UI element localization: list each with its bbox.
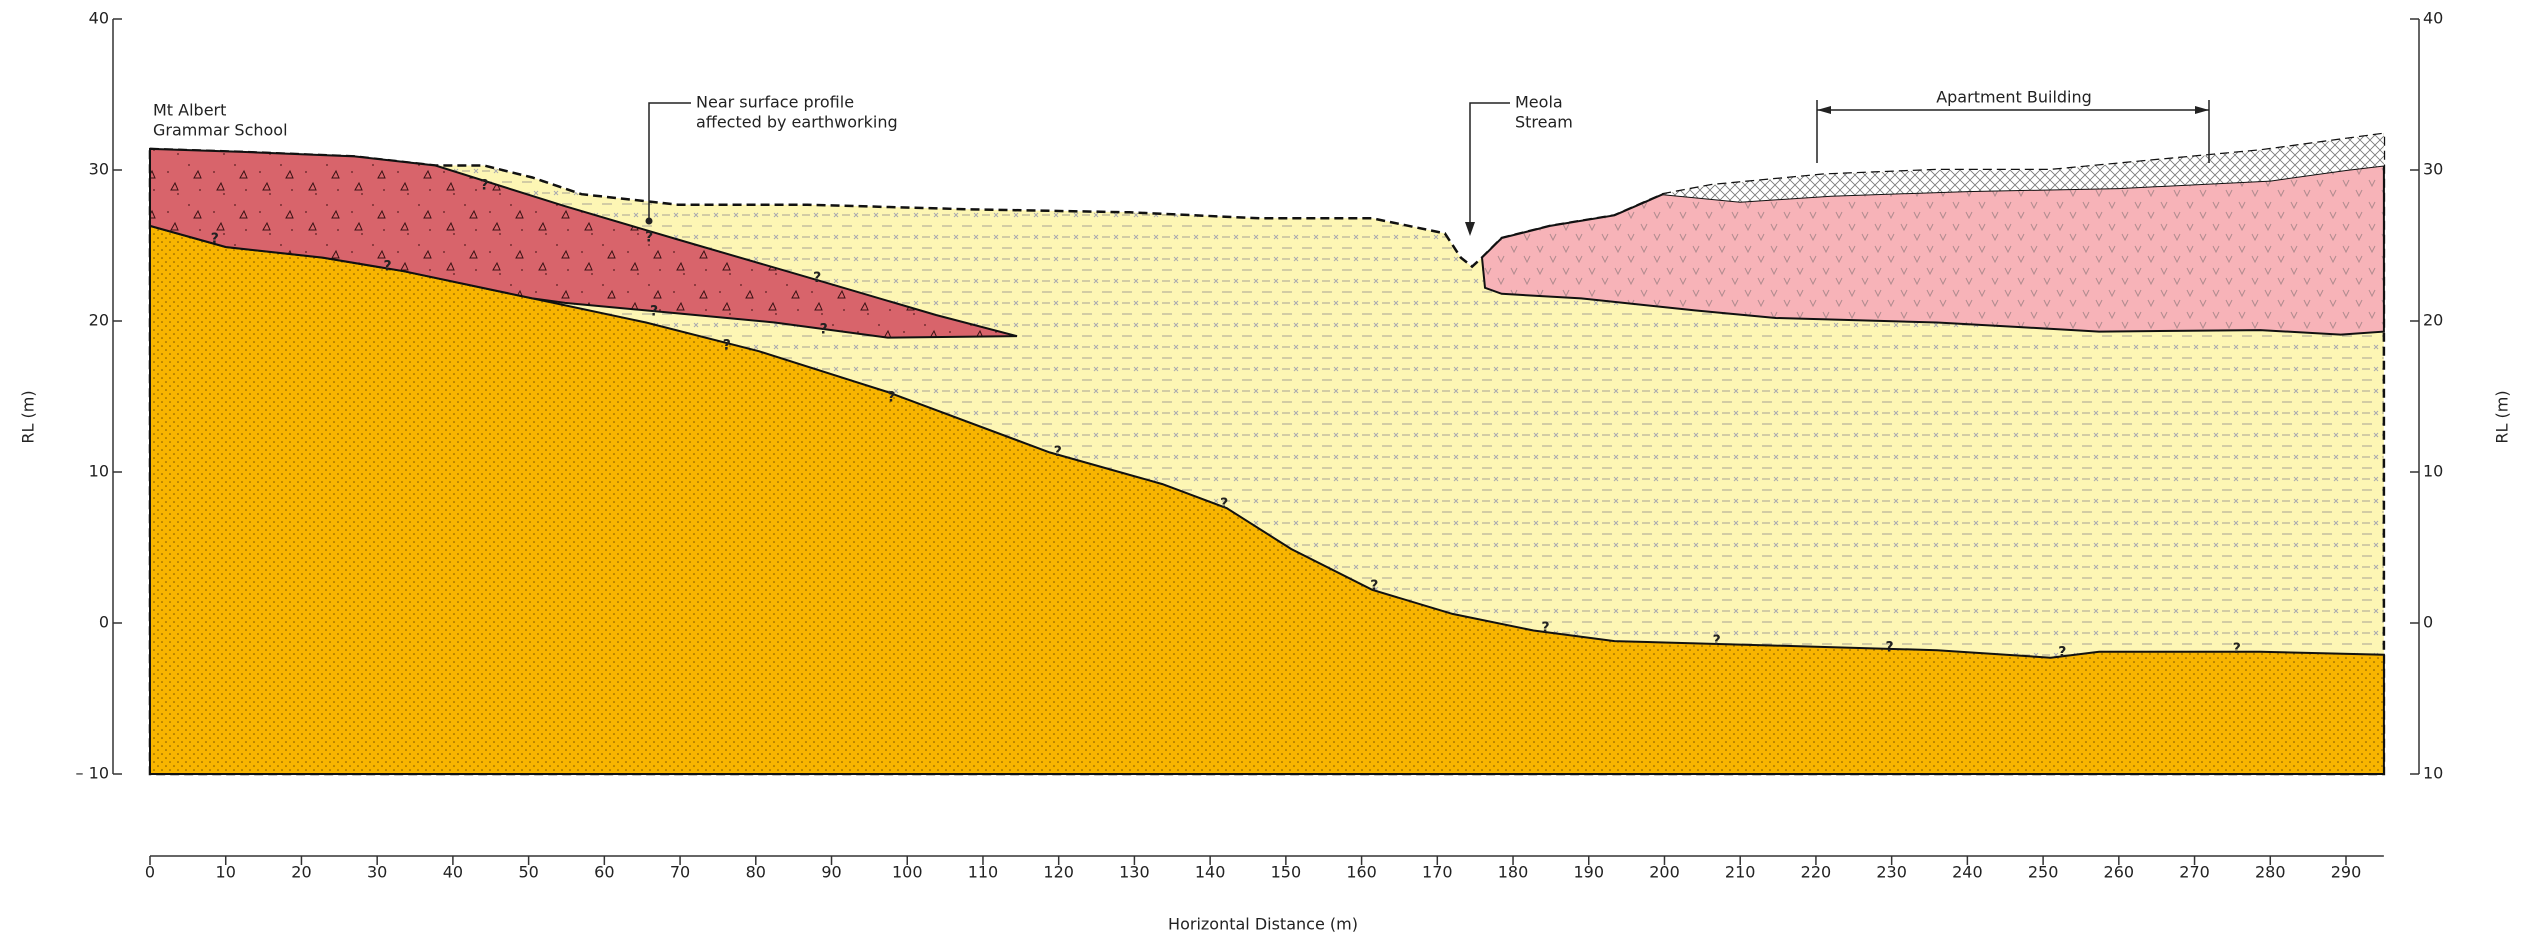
x-tick-label: 10 (216, 863, 236, 882)
x-tick-label: 20 (291, 863, 311, 882)
uncertain-marker: ? (211, 231, 219, 247)
x-tick-label: 220 (1801, 863, 1832, 882)
x-tick-label: 70 (670, 863, 690, 882)
chart: RL (m) RL (m) Horizontal Distance (m) Mt… (0, 0, 2532, 940)
dimension-line (1817, 100, 2209, 163)
layers (150, 134, 2384, 774)
x-tick-label: 50 (518, 863, 538, 882)
x-tick-label: 90 (821, 863, 841, 882)
x-tick-label: 260 (2104, 863, 2135, 882)
uncertain-marker: ? (723, 338, 731, 354)
uncertain-marker: ? (1885, 640, 1893, 656)
uncertain-marker: ? (813, 270, 821, 286)
y2-tick-label: 10 (2423, 462, 2443, 481)
y2-axis-title: RL (m) (2493, 390, 2512, 443)
y2-tick-label: 0 (2423, 613, 2433, 632)
x-tick-label: 160 (1346, 863, 1377, 882)
y-tick-label: 40 (89, 9, 109, 28)
x-tick-label: 280 (2255, 863, 2286, 882)
x-tick-label: 100 (892, 863, 923, 882)
y-tick-label: 20 (89, 311, 109, 330)
y-tick-label: 10 (89, 462, 109, 481)
y-axis-title: RL (m) (19, 390, 38, 443)
x-tick-label: 250 (2028, 863, 2059, 882)
annotation: Apartment Building (1936, 88, 2092, 107)
x-tick-label: 200 (1649, 863, 1680, 882)
uncertain-marker: ? (2233, 641, 2241, 657)
y-tick-label: 0 (99, 613, 109, 632)
x-tick-label: 190 (1573, 863, 1604, 882)
x-tick-label: 230 (1876, 863, 1907, 882)
y2-tick-label: 20 (2423, 311, 2443, 330)
leader-line (1470, 103, 1510, 232)
x-tick-label: 150 (1271, 863, 1302, 882)
uncertain-marker: ? (820, 321, 828, 337)
x-tick-label: 120 (1043, 863, 1074, 882)
x-tick-label: 60 (594, 863, 614, 882)
x-tick-label: 110 (968, 863, 999, 882)
annotation: Stream (1515, 113, 1573, 132)
x-tick-label: 210 (1725, 863, 1756, 882)
annotation: Meola (1515, 93, 1563, 112)
y2-tick-label: 40 (2423, 9, 2443, 28)
x-tick-label: 140 (1195, 863, 1226, 882)
leader-dot (646, 218, 653, 225)
uncertain-marker: ? (1370, 578, 1378, 594)
uncertain-marker: ? (650, 304, 658, 320)
x-tick-label: 240 (1952, 863, 1983, 882)
uncertain-marker: ? (1220, 496, 1228, 512)
x-axis-title: Horizontal Distance (m) (1168, 915, 1358, 934)
uncertain-marker: ? (645, 229, 653, 245)
x-tick-label: 270 (2179, 863, 2210, 882)
uncertain-marker: ? (480, 178, 488, 194)
y-tick-label: – 10 (76, 764, 109, 783)
uncertain-marker: ? (1541, 620, 1549, 636)
x-tick-label: 40 (443, 863, 463, 882)
x-tick-label: 180 (1498, 863, 1529, 882)
uncertain-marker: ? (2058, 644, 2066, 660)
annotation: affected by earthworking (696, 113, 898, 132)
annotation: Mt Albert (153, 101, 226, 120)
x-tick-label: 0 (145, 863, 155, 882)
uncertain-marker: ? (887, 389, 895, 405)
uncertain-marker: ? (384, 258, 392, 274)
annotation: Grammar School (153, 121, 288, 140)
annotation: Near surface profile (696, 93, 854, 112)
x-tick-label: 170 (1422, 863, 1453, 882)
y2-tick-label: 30 (2423, 160, 2443, 179)
x-tick-label: 30 (367, 863, 387, 882)
y2-tick-label: 10 (2423, 764, 2443, 783)
leader-arrow (1465, 222, 1475, 236)
uncertain-marker: ? (1054, 444, 1062, 460)
y-tick-label: 30 (89, 160, 109, 179)
x-tick-label: 80 (746, 863, 766, 882)
uncertain-marker: ? (1713, 633, 1721, 649)
x-tick-label: 130 (1119, 863, 1150, 882)
x-tick-label: 290 (2331, 863, 2362, 882)
